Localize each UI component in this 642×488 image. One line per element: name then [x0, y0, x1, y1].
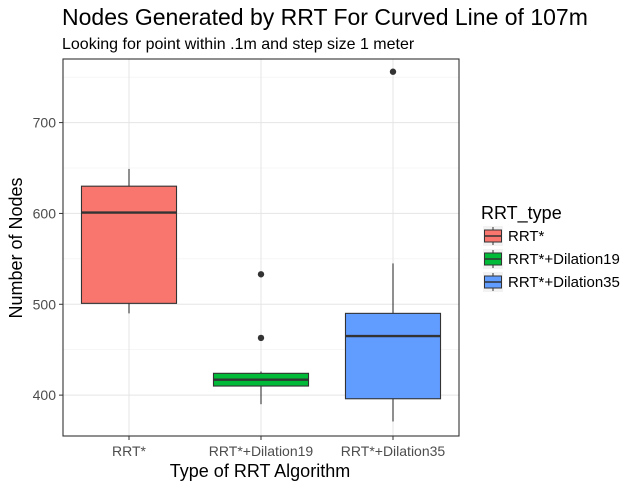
y-tick-label: 500 — [33, 296, 57, 312]
chart-marks — [80, 68, 442, 422]
x-tick-label: RRT*+Dilation35 — [341, 443, 446, 459]
legend-label: RRT*+Dilation35 — [508, 274, 620, 291]
y-axis-title: Number of Nodes — [6, 177, 26, 318]
legend-title: RRT_type — [481, 203, 562, 224]
chart-axes: 400 500 600 700 RRT* RRT*+Dilation19 RRT*+Dila… — [33, 58, 460, 459]
box-1 — [80, 168, 178, 314]
legend-label: RRT*+Dilation19 — [508, 251, 620, 268]
legend: RRT_type RRT* RRT*+Dilation19 RRT*+Dilatio… — [481, 203, 620, 292]
legend-item-2: RRT*+Dilation19 — [483, 249, 620, 269]
outlier-point — [257, 271, 265, 278]
x-axis-title: Type of RRT Algorithm — [170, 461, 350, 481]
x-tick-label: RRT* — [112, 443, 147, 459]
outlier-point — [389, 68, 397, 75]
box-iqr — [80, 185, 178, 304]
legend-item-3: RRT*+Dilation35 — [483, 272, 620, 292]
chart-subtitle: Looking for point within .1m and step si… — [62, 36, 415, 53]
box-iqr — [344, 312, 442, 400]
legend-item-1: RRT* — [483, 226, 545, 246]
x-tick-label: RRT*+Dilation19 — [209, 443, 314, 459]
y-tick-label: 600 — [33, 205, 57, 221]
box-3 — [344, 68, 442, 422]
chart-title: Nodes Generated by RRT For Curved Line o… — [62, 4, 588, 30]
y-tick-label: 700 — [33, 115, 57, 131]
box-2 — [212, 271, 310, 405]
legend-label: RRT* — [508, 228, 545, 245]
outlier-point — [257, 334, 265, 342]
y-tick-label: 400 — [33, 387, 57, 403]
